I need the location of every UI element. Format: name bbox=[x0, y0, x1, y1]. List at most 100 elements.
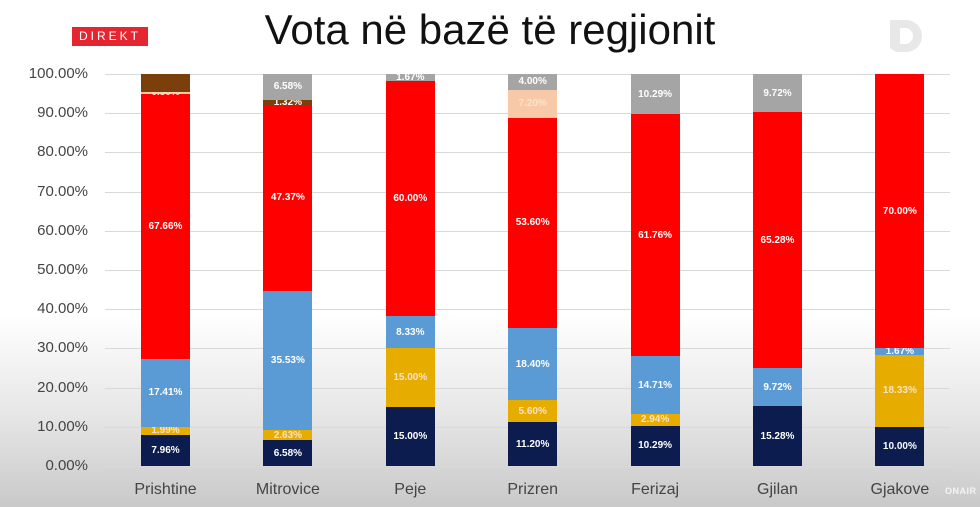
segment-red[interactable]: 47.37% bbox=[263, 104, 313, 291]
data-label: 14.71% bbox=[638, 379, 673, 391]
x-category-label: Mitrovice bbox=[255, 481, 320, 498]
bar-gjakove[interactable]: 10.00% 18.33% 1.67% 70.00% bbox=[875, 0, 925, 507]
segment-peach[interactable]: 0.50% bbox=[141, 87, 190, 98]
y-tick-label: 80.00% bbox=[37, 143, 88, 161]
bar-prizren[interactable]: 11.20% 5.60% 18.40% 53.60% 7.20% 4.00% bbox=[508, 0, 558, 507]
data-label: 15.00% bbox=[393, 431, 428, 443]
data-label: 4.00% bbox=[518, 76, 547, 88]
x-category-label: Gjakove bbox=[870, 481, 930, 498]
gridline bbox=[105, 466, 950, 467]
data-label: 2.63% bbox=[273, 429, 303, 441]
data-label: 1.67% bbox=[396, 71, 425, 83]
segment-blue[interactable]: 9.72% bbox=[753, 368, 802, 407]
segment-red[interactable]: 67.66% bbox=[141, 93, 190, 359]
segment-red[interactable]: 61.76% bbox=[630, 114, 680, 357]
data-label: 10.29% bbox=[638, 88, 673, 100]
data-label: 60.00% bbox=[393, 192, 428, 204]
segment-gray[interactable]: 4.00% bbox=[508, 74, 558, 90]
y-tick-label: 50.00% bbox=[37, 261, 88, 278]
segment-gold[interactable]: 18.33% bbox=[875, 354, 925, 427]
segment-gold[interactable]: 5.60% bbox=[508, 400, 558, 423]
segment-peach[interactable]: 7.20% bbox=[508, 89, 558, 118]
data-label: 15.28% bbox=[760, 430, 795, 442]
data-label: 7.96% bbox=[151, 444, 180, 456]
segment-gold[interactable]: 15.00% bbox=[385, 348, 435, 408]
y-tick-label: 90.00% bbox=[37, 104, 88, 122]
x-category-label: Gjilan bbox=[757, 481, 798, 498]
data-label: 2.94% bbox=[640, 414, 670, 426]
segment-blue[interactable]: 14.71% bbox=[630, 356, 680, 415]
data-label: 10.00% bbox=[882, 440, 917, 452]
y-tick-label: 100.00% bbox=[28, 65, 88, 82]
y-tick-label: 10.00% bbox=[37, 417, 88, 435]
segment-navy[interactable]: 15.00% bbox=[385, 407, 435, 466]
data-label: 61.76% bbox=[638, 229, 673, 241]
data-label: 35.53% bbox=[270, 354, 305, 366]
x-category-label: Prizren bbox=[507, 481, 559, 498]
segment-blue[interactable]: 35.53% bbox=[263, 290, 313, 430]
data-label: 65.28% bbox=[760, 234, 795, 246]
segment-red[interactable]: 65.28% bbox=[753, 112, 802, 368]
segment-navy[interactable]: 11.20% bbox=[508, 422, 558, 466]
data-label: 15.00% bbox=[393, 372, 428, 384]
channel-logo-icon bbox=[890, 20, 922, 52]
data-label: 6.58% bbox=[273, 81, 303, 93]
segment-gold[interactable]: 2.63% bbox=[263, 429, 313, 441]
y-tick-label: 20.00% bbox=[37, 378, 88, 396]
segment-brown[interactable]: 1.32% bbox=[263, 96, 313, 108]
segment-navy[interactable]: 10.00% bbox=[875, 426, 925, 466]
data-label: 9.72% bbox=[763, 87, 792, 99]
segment-gray[interactable]: 1.67% bbox=[385, 71, 435, 83]
y-tick-label: 30.00% bbox=[37, 339, 88, 357]
data-label: 17.41% bbox=[148, 387, 183, 399]
bar-gjilan[interactable]: 15.28% 9.72% 65.28% 9.72% bbox=[753, 0, 802, 507]
y-tick-label: 0.00% bbox=[45, 457, 88, 474]
x-category-label: Ferizaj bbox=[631, 481, 680, 498]
data-label: 10.29% bbox=[638, 440, 673, 452]
live-badge: DIREKT bbox=[72, 27, 148, 46]
data-label: 0.50% bbox=[151, 87, 180, 99]
y-tick-label: 40.00% bbox=[37, 300, 88, 318]
segment-gray[interactable]: 6.58% bbox=[263, 73, 313, 100]
chart-title: Vota në bazë të regjionit bbox=[264, 6, 716, 53]
segment-navy[interactable]: 6.58% bbox=[263, 440, 313, 466]
bar-mitrovice[interactable]: 6.58% 2.63% 35.53% 47.37% 1.32% 6.58% bbox=[263, 0, 313, 507]
segment-blue[interactable]: 17.41% bbox=[141, 358, 190, 427]
data-label: 1.99% bbox=[151, 425, 180, 437]
onair-watermark: ONAIR bbox=[945, 486, 977, 496]
segment-brown[interactable] bbox=[141, 74, 190, 92]
segment-navy[interactable]: 15.28% bbox=[753, 406, 802, 466]
segment-red[interactable]: 60.00% bbox=[385, 80, 435, 316]
data-label: 67.66% bbox=[148, 220, 183, 232]
segment-navy[interactable]: 10.29% bbox=[630, 425, 680, 466]
segment-gray[interactable]: 10.29% bbox=[630, 74, 680, 115]
segment-gold[interactable]: 2.94% bbox=[630, 414, 680, 426]
y-tick-label: 60.00% bbox=[37, 221, 88, 239]
data-label: 7.20% bbox=[518, 98, 547, 110]
segment-navy[interactable]: 7.96% bbox=[141, 434, 190, 466]
segment-gray[interactable]: 9.72% bbox=[753, 74, 802, 113]
segment-blue[interactable]: 18.40% bbox=[508, 328, 558, 401]
data-label: 9.72% bbox=[763, 381, 792, 393]
data-label: 70.00% bbox=[882, 205, 917, 217]
data-label: 6.58% bbox=[273, 447, 303, 459]
y-tick-label: 70.00% bbox=[37, 182, 88, 200]
data-label: 18.40% bbox=[515, 358, 550, 370]
data-label: 1.67% bbox=[885, 346, 915, 358]
bar-ferizaj[interactable]: 10.29% 2.94% 14.71% 61.76% 10.29% bbox=[630, 0, 680, 507]
segment-red[interactable]: 53.60% bbox=[508, 117, 558, 328]
data-label: 47.37% bbox=[270, 192, 305, 204]
data-label: 1.32% bbox=[273, 96, 303, 108]
bar-prishtine[interactable]: 7.96% 1.99% 17.41% 67.66% 0.50% bbox=[141, 0, 190, 507]
data-label: 53.60% bbox=[515, 217, 550, 229]
bar-peje[interactable]: 15.00% 15.00% 8.33% 60.00% 1.67% bbox=[385, 0, 435, 507]
segment-gold[interactable]: 1.99% bbox=[141, 425, 190, 437]
data-label: 18.33% bbox=[882, 385, 917, 397]
data-label: 11.20% bbox=[516, 438, 550, 450]
data-label: 8.33% bbox=[396, 326, 425, 338]
x-category-label: Prishtine bbox=[134, 481, 197, 498]
segment-blue[interactable]: 8.33% bbox=[385, 315, 435, 349]
segment-blue[interactable]: 1.67% bbox=[875, 346, 925, 358]
x-category-label: Peje bbox=[394, 481, 427, 498]
segment-red[interactable]: 70.00% bbox=[875, 74, 925, 349]
